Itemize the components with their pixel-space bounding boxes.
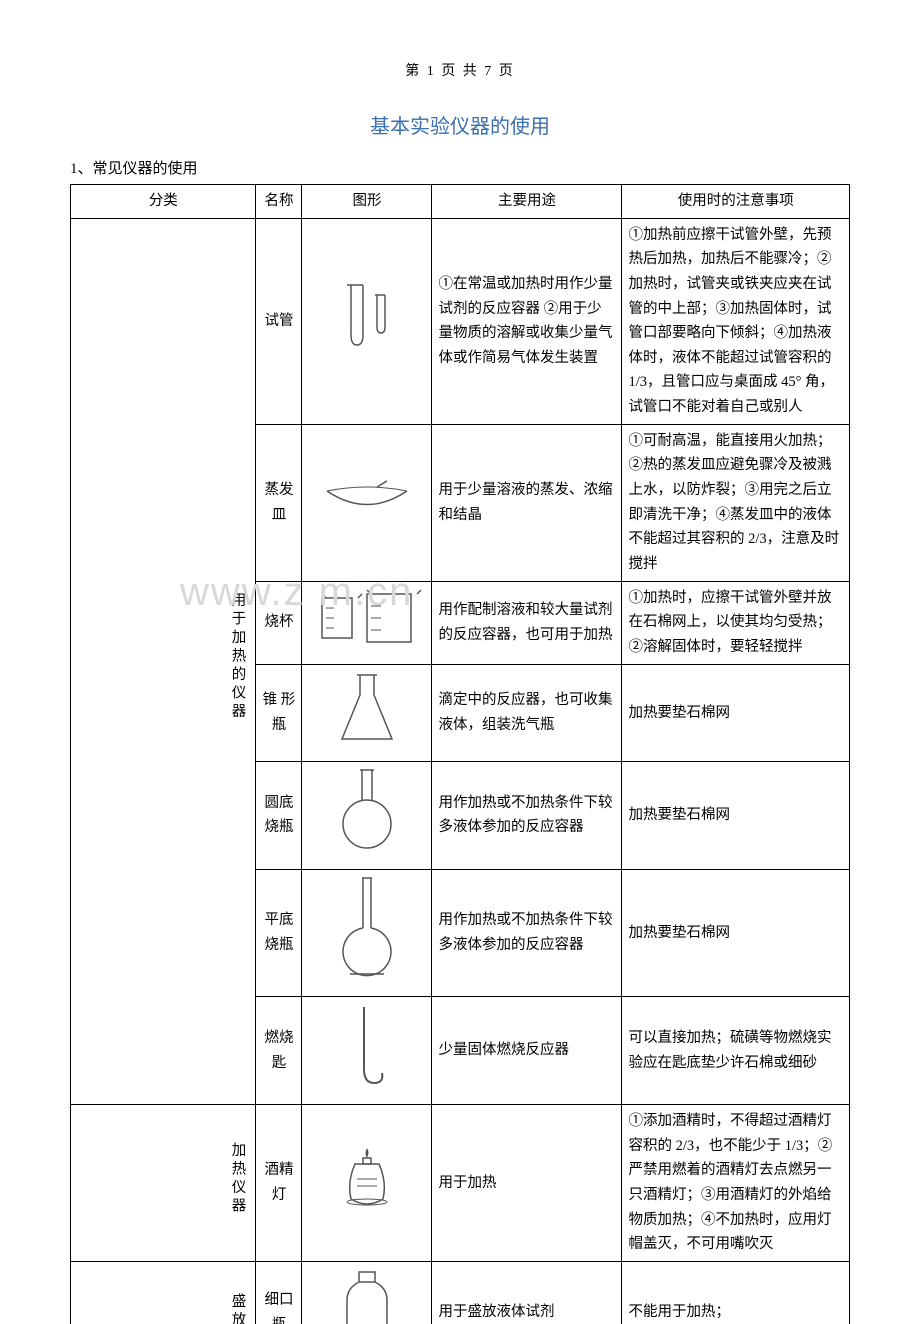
category-label: 用于加热的仪器 xyxy=(77,592,249,722)
figure-cell xyxy=(302,664,432,762)
page-title: 基本实验仪器的使用 xyxy=(70,110,850,139)
narrow-mouth-bottle-icon xyxy=(337,1266,397,1324)
name-cell: 燃烧匙 xyxy=(256,997,302,1105)
evaporating-dish-icon xyxy=(317,473,417,523)
col-header: 名称 xyxy=(256,185,302,219)
name-cell: 细口瓶 xyxy=(256,1261,302,1324)
name-cell: 锥 形瓶 xyxy=(256,664,302,762)
name-cell: 试管 xyxy=(256,218,302,424)
note-cell: 加热要垫石棉网 xyxy=(622,664,850,762)
name-cell: 烧杯 xyxy=(256,581,302,664)
figure-cell xyxy=(302,869,432,997)
use-cell: 用于少量溶液的蒸发、浓缩和结晶 xyxy=(432,424,622,581)
figure-cell xyxy=(302,424,432,581)
table-row: 用于加热的仪器 试管 ①在常温或加热时用作少量试剂的反应容器 ②用于少量物质的溶… xyxy=(71,218,850,424)
instrument-table: 分类 名称 图形 主要用途 使用时的注意事项 用于加热的仪器 试管 xyxy=(70,184,850,1324)
note-cell: 加热要垫石棉网 xyxy=(622,762,850,870)
figure-cell xyxy=(302,218,432,424)
use-cell: 用作加热或不加热条件下较多液体参加的反应容器 xyxy=(432,762,622,870)
category-cell: 加热仪器 xyxy=(71,1105,256,1262)
name-cell: 酒精灯 xyxy=(256,1105,302,1262)
name-cell: 圆底烧瓶 xyxy=(256,762,302,870)
erlenmeyer-flask-icon xyxy=(332,669,402,749)
category-label: 加热仪器 xyxy=(77,1142,249,1216)
use-cell: 用于盛放液体试剂 xyxy=(432,1261,622,1324)
name-cell: 平底烧瓶 xyxy=(256,869,302,997)
note-cell: ①可耐高温，能直接用火加热；②热的蒸发皿应避免骤冷及被溅上水，以防炸裂；③用完之… xyxy=(622,424,850,581)
use-cell: 用于加热 xyxy=(432,1105,622,1262)
category-cell: 用于加热的仪器 xyxy=(71,218,256,1104)
test-tube-icon xyxy=(327,277,407,357)
col-header: 使用时的注意事项 xyxy=(622,185,850,219)
note-cell: 可以直接加热；硫磺等物燃烧实验应在匙底垫少许石棉或细砂 xyxy=(622,997,850,1105)
figure-cell xyxy=(302,581,432,664)
use-cell: ①在常温或加热时用作少量试剂的反应容器 ②用于少量物质的溶解或收集少量气体或作简… xyxy=(432,218,622,424)
use-cell: 用作加热或不加热条件下较多液体参加的反应容器 xyxy=(432,869,622,997)
alcohol-lamp-icon xyxy=(337,1144,397,1214)
figure-cell xyxy=(302,1105,432,1262)
note-cell: 不能用于加热； xyxy=(622,1261,850,1324)
category-label: 盛放物质的仪器 xyxy=(77,1293,249,1324)
note-cell: 加热要垫石棉网 xyxy=(622,869,850,997)
flat-bottom-flask-icon xyxy=(332,874,402,984)
round-bottom-flask-icon xyxy=(332,766,402,856)
page: 第 1 页 共 7 页 基本实验仪器的使用 1、常见仪器的使用 www.z m.… xyxy=(0,0,920,1324)
table-row: 加热仪器 酒精灯 用于加热 ①添加酒精时，不得超过酒精灯容积的 2/3，也不能少… xyxy=(71,1105,850,1262)
use-cell: 少量固体燃烧反应器 xyxy=(432,997,622,1105)
beaker-icon xyxy=(312,588,422,648)
figure-cell xyxy=(302,1261,432,1324)
section-heading: 1、常见仪器的使用 xyxy=(70,157,850,178)
use-cell: 滴定中的反应器，也可收集液体，组装洗气瓶 xyxy=(432,664,622,762)
figure-cell xyxy=(302,762,432,870)
table-header-row: 分类 名称 图形 主要用途 使用时的注意事项 xyxy=(71,185,850,219)
note-cell: ①加热前应擦干试管外壁，先预热后加热，加热后不能骤冷；②加热时，试管夹或铁夹应夹… xyxy=(622,218,850,424)
figure-cell xyxy=(302,997,432,1105)
note-cell: ①加热时，应擦干试管外壁并放在石棉网上，以使其均匀受热；②溶解固体时，要轻轻搅拌 xyxy=(622,581,850,664)
page-number: 第 1 页 共 7 页 xyxy=(70,60,850,80)
use-cell: 用作配制溶液和较大量试剂的反应容器，也可用于加热 xyxy=(432,581,622,664)
col-header: 图形 xyxy=(302,185,432,219)
note-cell: ①添加酒精时，不得超过酒精灯容积的 2/3，也不能少于 1/3；②严禁用燃着的酒… xyxy=(622,1105,850,1262)
col-header: 分类 xyxy=(71,185,256,219)
name-cell: 蒸发皿 xyxy=(256,424,302,581)
col-header: 主要用途 xyxy=(432,185,622,219)
category-cell: 盛放物质的仪器 xyxy=(71,1261,256,1324)
combustion-spoon-icon xyxy=(342,1001,392,1091)
table-row: 盛放物质的仪器 细口瓶 用于盛放液体试剂 不能用于加热； xyxy=(71,1261,850,1324)
